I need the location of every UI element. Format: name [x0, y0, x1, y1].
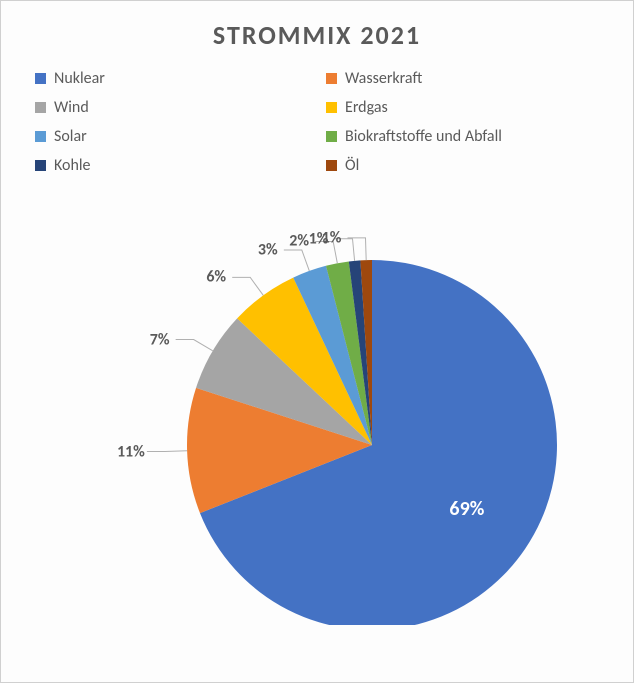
legend-label: Kohle [54, 156, 91, 175]
slice-value-label: 7% [150, 330, 170, 349]
legend-label: Nuklear [54, 69, 105, 88]
leader-line [232, 277, 263, 295]
leader-line [284, 250, 310, 271]
legend-swatch [35, 102, 46, 113]
slice-value-label: 69% [449, 497, 484, 521]
legend-label: Erdgas [345, 98, 388, 117]
slice-value-label: 2% [289, 232, 309, 251]
slice-value-label: 1% [322, 228, 342, 247]
pie-area: 69%11%7%6%3%2%1%1% [25, 185, 609, 625]
legend-item: Wasserkraft [326, 69, 609, 88]
leader-line [347, 238, 366, 260]
legend-label: Wasserkraft [345, 69, 422, 88]
legend-label: Wind [54, 98, 89, 117]
leader-line [176, 340, 213, 351]
legend-item: Solar [35, 127, 318, 146]
slice-value-label: 11% [117, 442, 145, 461]
legend-swatch [35, 131, 46, 142]
slice-value-label: 3% [258, 241, 278, 260]
legend-label: Biokraftstoffe und Abfall [345, 127, 502, 146]
legend-item: Nuklear [35, 69, 318, 88]
legend-swatch [326, 131, 337, 142]
chart-title: STROMMIX 2021 [25, 19, 609, 51]
legend-swatch [35, 160, 46, 171]
legend-item: Biokraftstoffe und Abfall [326, 127, 609, 146]
pie-svg [25, 185, 609, 625]
legend-swatch [326, 73, 337, 84]
legend-label: Solar [54, 127, 87, 146]
legend-item: Öl [326, 156, 609, 175]
legend-swatch [35, 73, 46, 84]
slice-value-label: 6% [206, 268, 226, 287]
chart-container: STROMMIX 2021 Nuklear Wasserkraft Wind Erdg… [0, 0, 634, 683]
leader-line [147, 451, 187, 452]
legend-swatch [326, 102, 337, 113]
legend-item: Wind [35, 98, 318, 117]
legend-label: Öl [345, 156, 359, 175]
legend-item: Kohle [35, 156, 318, 175]
legend-item: Erdgas [326, 98, 609, 117]
legend-swatch [326, 160, 337, 171]
legend: Nuklear Wasserkraft Wind Erdgas Solar Biokraf… [35, 69, 609, 175]
